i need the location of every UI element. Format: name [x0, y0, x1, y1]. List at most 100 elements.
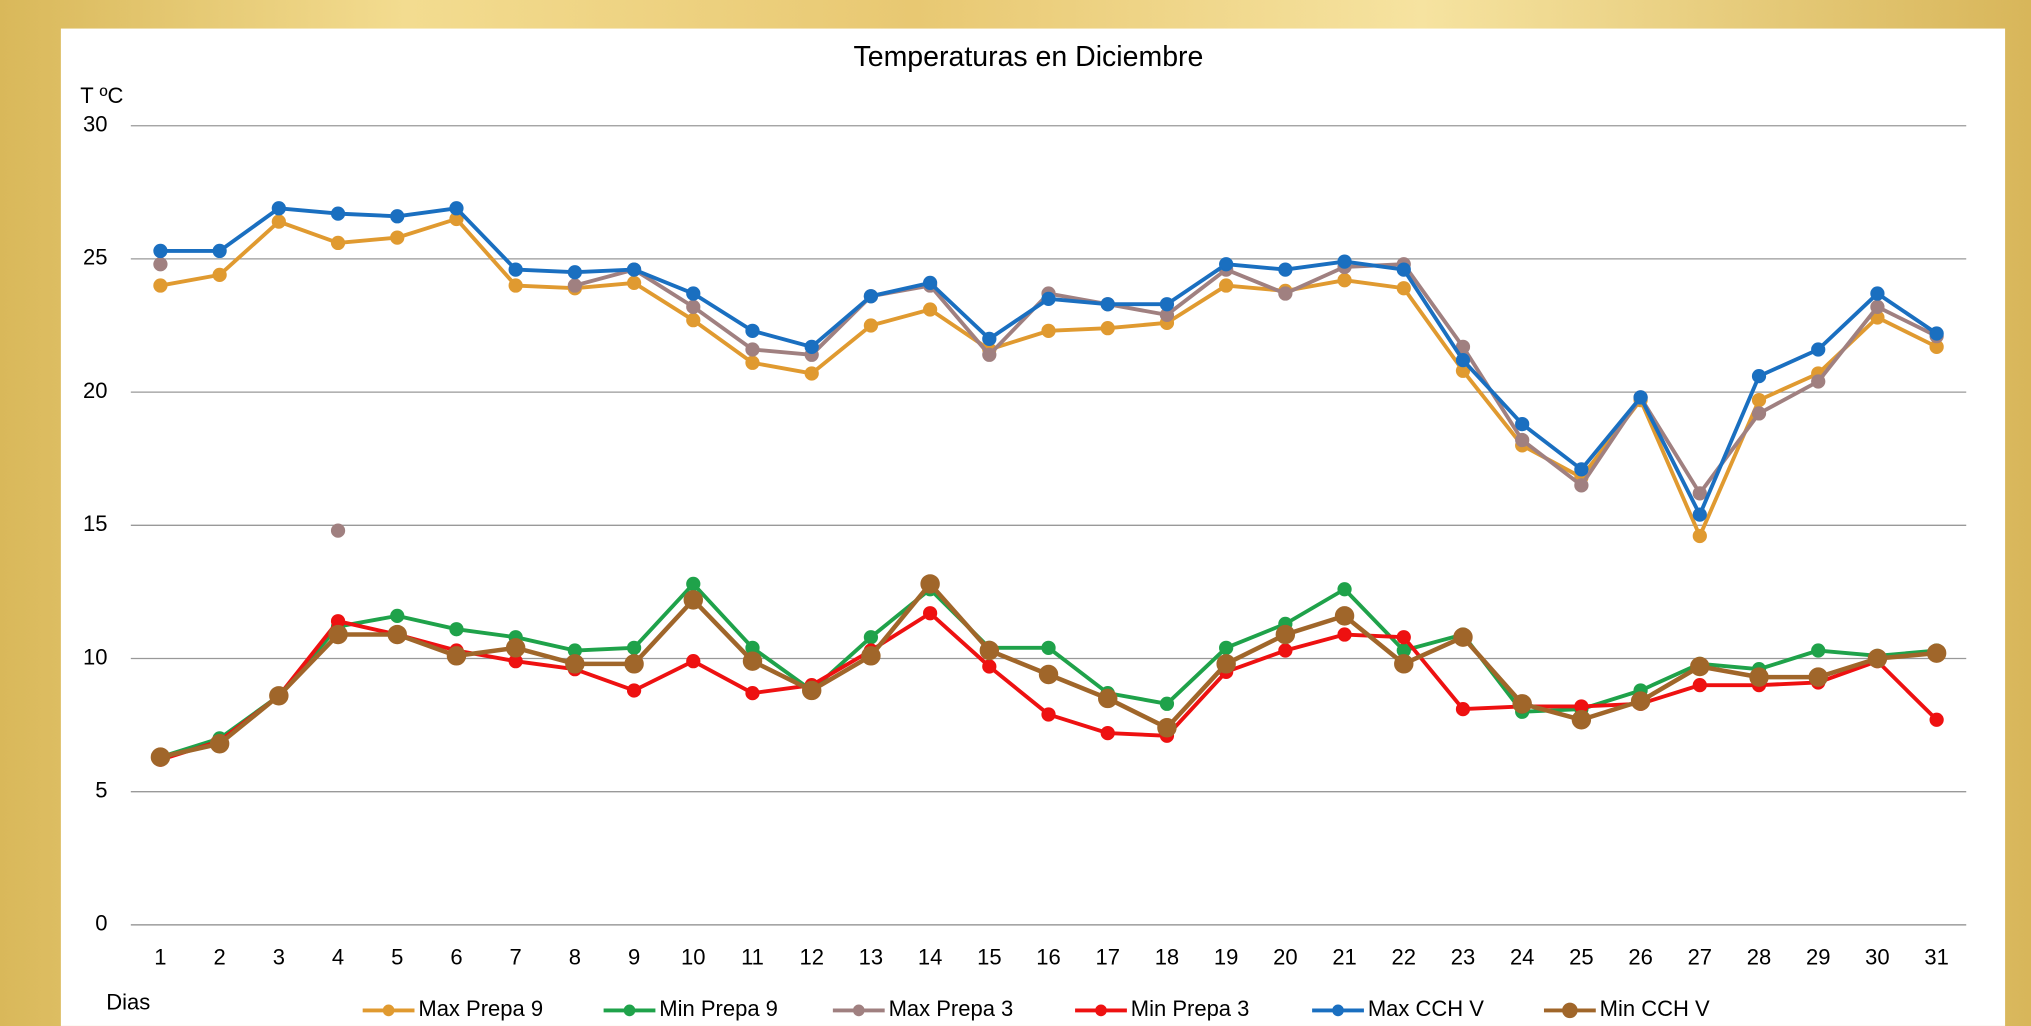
data-point: [153, 278, 168, 293]
data-point: [1692, 507, 1707, 522]
x-tick-label: 31: [1924, 944, 1948, 969]
data-point: [1749, 667, 1769, 687]
chart-panel: [60, 28, 2006, 1026]
data-point: [745, 355, 760, 370]
data-point: [1159, 696, 1175, 711]
x-tick-label: 21: [1332, 944, 1356, 969]
x-tick-label: 3: [273, 944, 285, 969]
data-point: [1867, 648, 1888, 669]
data-point: [982, 659, 997, 674]
data-point: [209, 734, 230, 754]
data-point: [1808, 667, 1828, 687]
x-tick-label: 7: [510, 944, 522, 969]
legend-label: Max Prepa 9: [418, 996, 543, 1021]
data-point: [390, 608, 405, 624]
data-point: [1337, 254, 1352, 269]
data-point: [1870, 286, 1885, 301]
x-tick-label: 2: [214, 944, 226, 969]
data-point: [1692, 678, 1707, 693]
data-point: [686, 299, 701, 314]
x-tick-label: 29: [1806, 944, 1830, 969]
x-axis-label: Dias: [106, 990, 150, 1015]
data-point: [922, 606, 938, 621]
y-tick-label: 30: [83, 112, 107, 137]
data-point: [745, 342, 760, 357]
data-point: [508, 278, 523, 293]
data-point: [449, 201, 464, 216]
data-point: [1574, 462, 1589, 477]
data-point: [1098, 688, 1118, 709]
data-point: [626, 262, 642, 277]
data-point: [626, 683, 642, 698]
data-point: [804, 366, 819, 381]
data-point: [1216, 654, 1236, 674]
data-point: [1751, 368, 1767, 384]
data-point: [1337, 582, 1352, 597]
data-point: [922, 302, 938, 317]
data-point: [153, 243, 168, 259]
x-tick-label: 28: [1747, 944, 1771, 969]
y-tick-label: 25: [83, 245, 107, 270]
data-point: [567, 278, 582, 293]
data-point: [1159, 297, 1175, 312]
data-point: [1455, 701, 1471, 717]
data-point: [1100, 725, 1115, 741]
data-point: [1396, 281, 1411, 296]
data-point: [1515, 416, 1530, 432]
data-point: [624, 654, 644, 674]
data-point: [330, 235, 346, 251]
data-point: [686, 286, 701, 301]
data-point: [390, 209, 405, 224]
legend-label: Min Prepa 3: [1131, 996, 1250, 1021]
data-point: [271, 214, 286, 229]
x-tick-label: 20: [1273, 944, 1297, 969]
x-tick-label: 25: [1569, 944, 1593, 969]
data-point: [390, 230, 405, 245]
x-tick-label: 16: [1036, 944, 1060, 969]
data-point: [1334, 606, 1355, 626]
data-point: [1275, 624, 1296, 645]
x-tick-label: 14: [918, 944, 942, 969]
data-point: [1692, 528, 1707, 544]
data-point: [150, 747, 171, 767]
legend-swatch-marker: [1332, 1004, 1344, 1017]
x-tick-label: 19: [1214, 944, 1238, 969]
x-tick-label: 5: [391, 944, 403, 969]
data-point: [982, 347, 997, 362]
data-point: [508, 262, 523, 277]
data-point: [1157, 718, 1177, 738]
data-point: [1041, 291, 1056, 306]
data-point: [745, 323, 760, 338]
legend-swatch-marker: [623, 1004, 636, 1017]
data-point: [626, 275, 642, 291]
x-tick-label: 24: [1510, 944, 1534, 969]
series-line: [574, 262, 1938, 496]
x-tick-label: 9: [628, 944, 640, 969]
x-tick-label: 13: [859, 944, 883, 969]
y-tick-label: 10: [83, 644, 107, 669]
data-point: [1811, 643, 1826, 658]
data-point: [330, 206, 346, 221]
data-point: [1630, 691, 1651, 711]
data-point: [1038, 664, 1059, 685]
data-point: [1041, 323, 1056, 338]
data-point: [1396, 262, 1411, 277]
data-point: [979, 640, 1000, 661]
data-point: [1929, 326, 1944, 341]
data-point: [686, 576, 701, 592]
data-point: [387, 624, 407, 645]
data-point: [683, 590, 704, 610]
data-point: [1515, 432, 1530, 448]
data-point: [565, 654, 585, 674]
data-point: [567, 265, 582, 280]
x-tick-label: 6: [450, 944, 462, 969]
x-tick-label: 30: [1865, 944, 1889, 969]
x-tick-label: 11: [741, 944, 764, 969]
data-point: [626, 640, 642, 655]
legend-swatch-marker: [1562, 1002, 1578, 1019]
x-tick-label: 26: [1628, 944, 1652, 969]
legend-label: Min CCH V: [1600, 996, 1710, 1021]
data-point: [801, 680, 822, 701]
x-tick-label: 1: [154, 944, 166, 969]
data-point: [1100, 297, 1115, 312]
